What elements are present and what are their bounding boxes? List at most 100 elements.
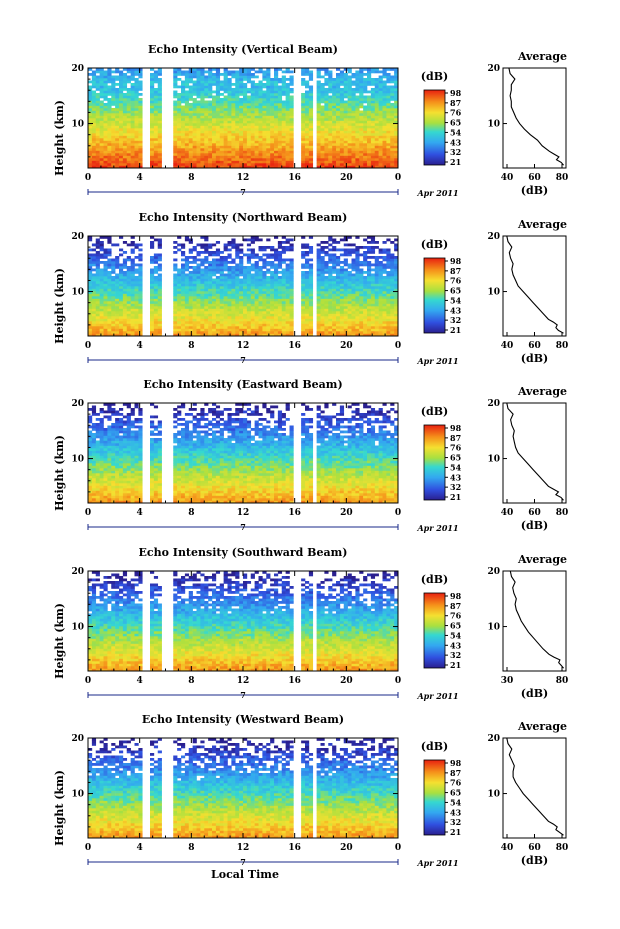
heatmap-cell — [126, 313, 131, 317]
heatmap-cell — [305, 163, 310, 166]
heatmap-cell — [374, 108, 379, 111]
heatmap-cell — [359, 326, 364, 329]
heatmap-cell — [111, 138, 116, 141]
heatmap-cell — [91, 110, 97, 114]
heatmap-cell — [328, 308, 333, 312]
heatmap-cell — [363, 163, 368, 166]
heatmap-cell — [308, 125, 314, 129]
heatmap-cell — [359, 140, 364, 144]
heatmap-cell — [351, 143, 356, 146]
heatmap-cell — [320, 125, 325, 129]
heatmap-cell — [339, 323, 345, 327]
heatmap-cell — [153, 303, 159, 307]
heatmap-cell — [270, 93, 275, 96]
heatmap-cell — [343, 143, 348, 146]
heatmap-cell — [134, 323, 139, 327]
heatmap-cell — [355, 256, 360, 259]
heatmap-cell — [258, 108, 263, 111]
heatmap-cell — [184, 268, 190, 272]
heatmap-cell — [192, 271, 197, 274]
heatmap-cell — [119, 90, 124, 94]
heatmap-cell — [103, 333, 108, 337]
heatmap-cell — [219, 283, 224, 287]
heatmap-cell — [316, 118, 321, 121]
heatmap-cell — [200, 105, 205, 109]
heatmap-cell — [347, 153, 352, 156]
x-tick-label: 8 — [188, 173, 194, 183]
heatmap-cell — [374, 313, 379, 317]
heatmap-cell — [111, 158, 116, 161]
heatmap-cell — [336, 68, 341, 71]
heatmap-cell — [223, 110, 228, 114]
heatmap-cell — [266, 78, 271, 81]
heatmap-cell — [219, 153, 224, 156]
heatmap-cell — [227, 133, 232, 136]
heatmap-cell — [270, 138, 275, 141]
heatmap-cell — [285, 326, 290, 329]
heatmap-cell — [107, 68, 112, 71]
heatmap-cell — [91, 318, 97, 322]
heatmap-cell — [107, 273, 112, 277]
heatmap-cell — [177, 100, 182, 104]
heatmap-cell — [138, 120, 143, 124]
heatmap-cell — [258, 153, 263, 156]
heatmap-cell — [343, 261, 348, 264]
heatmap-cell — [235, 128, 240, 131]
heatmap-cell — [378, 326, 383, 329]
heatmap-cell — [227, 158, 232, 161]
heatmap-cell — [289, 100, 294, 104]
heatmap-cell — [173, 321, 178, 324]
heatmap-cell — [382, 160, 387, 164]
heatmap-cell — [227, 328, 232, 332]
heatmap-cell — [343, 273, 348, 277]
heatmap-cell — [308, 115, 314, 119]
heatmap-cell — [301, 296, 306, 299]
heatmap-cell — [324, 153, 329, 156]
heatmap-cell — [363, 308, 368, 312]
heatmap-cell — [324, 165, 329, 169]
heatmap-cell — [103, 278, 108, 282]
heatmap-cell — [266, 93, 271, 96]
heatmap-cell — [301, 328, 306, 332]
heatmap-cell — [196, 78, 201, 81]
heatmap-cell — [181, 80, 186, 84]
heatmap — [88, 236, 399, 337]
heatmap-cell — [351, 125, 356, 129]
heatmap-cell — [243, 83, 248, 86]
heatmap-cell — [212, 268, 217, 272]
heatmap-cell — [91, 115, 97, 119]
heatmap-cell — [119, 286, 124, 289]
heatmap-cell — [258, 286, 263, 289]
heatmap-cell — [122, 273, 128, 277]
heatmap-cell — [363, 110, 368, 114]
heatmap-cell — [223, 115, 228, 119]
heatmap-cell — [378, 323, 383, 327]
heatmap-cell — [119, 123, 124, 126]
heatmap-cell — [150, 113, 155, 116]
heatmap-cell — [134, 110, 139, 114]
heatmap-cell — [305, 98, 310, 101]
heatmap-cell — [138, 311, 143, 314]
heatmap-cell — [351, 75, 356, 79]
heatmap-cell — [351, 333, 356, 337]
heatmap-cell — [107, 140, 112, 144]
heatmap-cell — [192, 296, 197, 299]
heatmap-cell — [95, 298, 100, 302]
heatmap-cell — [328, 103, 333, 106]
heatmap-cell — [204, 301, 209, 304]
heatmap-cell — [305, 100, 310, 104]
heatmap-cell — [184, 276, 190, 279]
colorbar-tick-label: 54 — [450, 127, 462, 137]
heatmap-cell — [196, 165, 201, 169]
heatmap-cell — [336, 308, 341, 312]
heatmap-cell — [99, 88, 104, 91]
heatmap-cell — [134, 333, 139, 337]
heatmap-cell — [394, 326, 399, 329]
heatmap-cell — [173, 118, 178, 121]
heatmap-cell — [99, 128, 104, 131]
heatmap-cell — [305, 123, 310, 126]
heatmap-cell — [153, 308, 159, 312]
heatmap-cell — [374, 90, 379, 94]
heatmap-cell — [332, 100, 337, 104]
heatmap-cell — [88, 98, 93, 101]
